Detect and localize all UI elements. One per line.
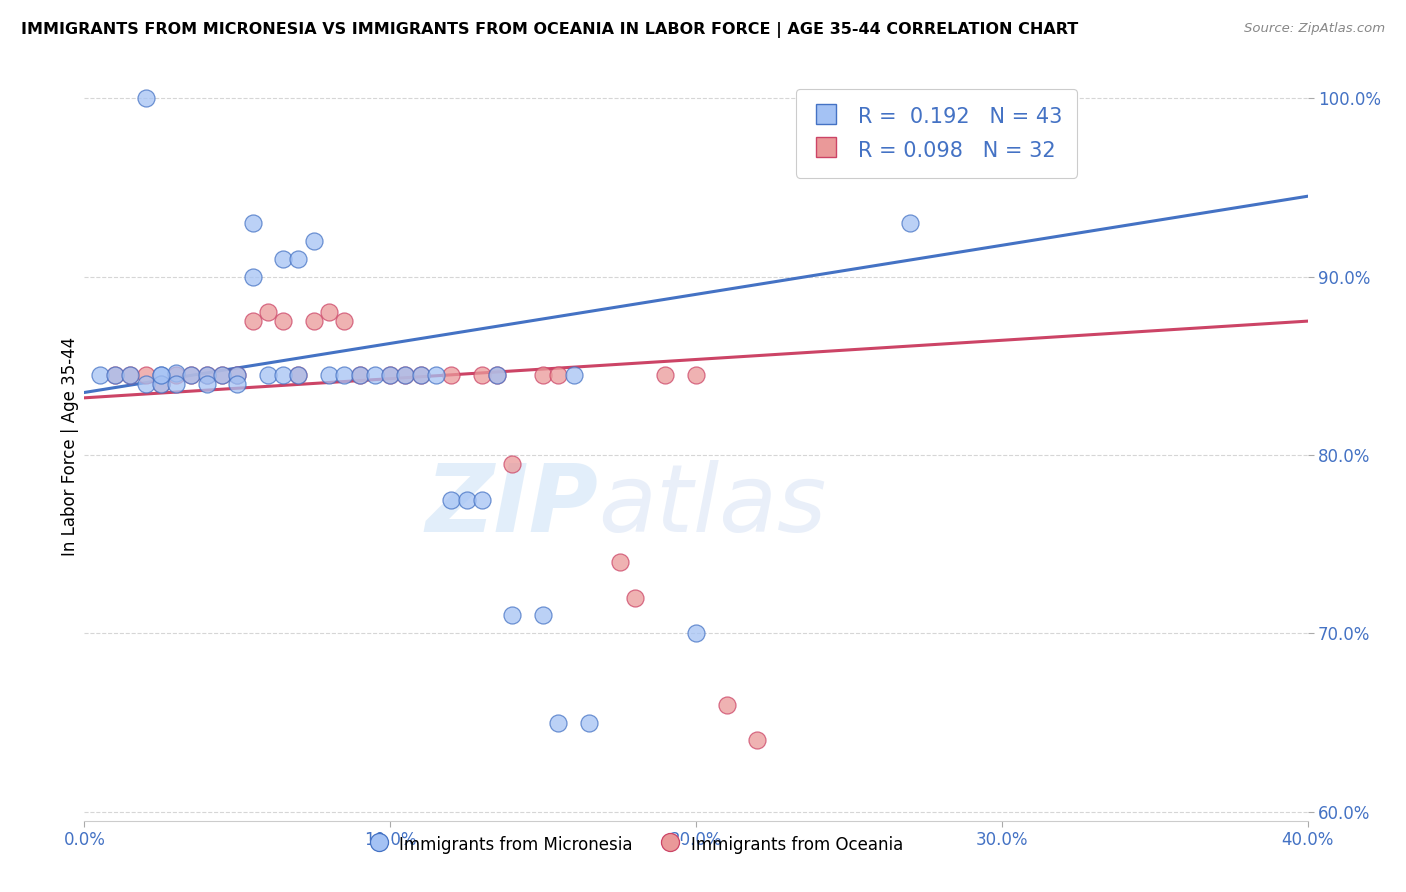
Point	[898, 216, 921, 230]
Point	[135, 91, 157, 105]
Point	[333, 314, 356, 328]
Point	[654, 368, 676, 382]
Point	[531, 608, 554, 623]
Point	[318, 305, 340, 319]
Point	[104, 368, 127, 382]
Point	[333, 368, 356, 382]
Point	[211, 368, 233, 382]
Point	[302, 234, 325, 248]
Point	[287, 368, 309, 382]
Point	[120, 368, 142, 382]
Point	[104, 368, 127, 382]
Point	[747, 733, 769, 747]
Point	[287, 252, 309, 266]
Point	[547, 715, 569, 730]
Point	[409, 368, 432, 382]
Point	[226, 368, 249, 382]
Point	[425, 368, 447, 382]
Y-axis label: In Labor Force | Age 35-44: In Labor Force | Age 35-44	[62, 336, 80, 556]
Point	[165, 368, 187, 382]
Point	[349, 368, 371, 382]
Point	[149, 376, 172, 391]
Point	[120, 368, 142, 382]
Point	[716, 698, 738, 712]
Point	[394, 368, 416, 382]
Point	[471, 492, 494, 507]
Point	[211, 368, 233, 382]
Point	[578, 715, 600, 730]
Point	[287, 368, 309, 382]
Point	[271, 368, 294, 382]
Point	[502, 608, 524, 623]
Point	[135, 376, 157, 391]
Legend: Immigrants from Micronesia, Immigrants from Oceania: Immigrants from Micronesia, Immigrants f…	[360, 828, 910, 861]
Point	[257, 305, 280, 319]
Point	[226, 368, 249, 382]
Point	[242, 314, 264, 328]
Point	[149, 376, 172, 391]
Text: atlas: atlas	[598, 460, 827, 551]
Point	[364, 368, 387, 382]
Point	[471, 368, 494, 382]
Point	[380, 368, 402, 382]
Point	[149, 368, 172, 382]
Point	[609, 555, 631, 569]
Point	[257, 368, 280, 382]
Point	[195, 376, 218, 391]
Point	[685, 626, 707, 640]
Point	[149, 368, 172, 382]
Point	[195, 368, 218, 382]
Point	[486, 368, 509, 382]
Point	[271, 314, 294, 328]
Point	[685, 368, 707, 382]
Point	[195, 368, 218, 382]
Point	[226, 376, 249, 391]
Point	[242, 216, 264, 230]
Text: ZIP: ZIP	[425, 460, 598, 552]
Point	[380, 368, 402, 382]
Point	[165, 366, 187, 380]
Point	[271, 252, 294, 266]
Point	[89, 368, 111, 382]
Point	[180, 368, 202, 382]
Point	[180, 368, 202, 382]
Point	[440, 492, 463, 507]
Text: IMMIGRANTS FROM MICRONESIA VS IMMIGRANTS FROM OCEANIA IN LABOR FORCE | AGE 35-44: IMMIGRANTS FROM MICRONESIA VS IMMIGRANTS…	[21, 22, 1078, 38]
Point	[165, 376, 187, 391]
Point	[242, 269, 264, 284]
Point	[547, 368, 569, 382]
Point	[486, 368, 509, 382]
Point	[135, 368, 157, 382]
Point	[502, 457, 524, 471]
Point	[531, 368, 554, 382]
Point	[409, 368, 432, 382]
Text: Source: ZipAtlas.com: Source: ZipAtlas.com	[1244, 22, 1385, 36]
Point	[349, 368, 371, 382]
Point	[624, 591, 647, 605]
Point	[318, 368, 340, 382]
Point	[440, 368, 463, 382]
Point	[562, 368, 585, 382]
Point	[456, 492, 478, 507]
Point	[394, 368, 416, 382]
Point	[302, 314, 325, 328]
